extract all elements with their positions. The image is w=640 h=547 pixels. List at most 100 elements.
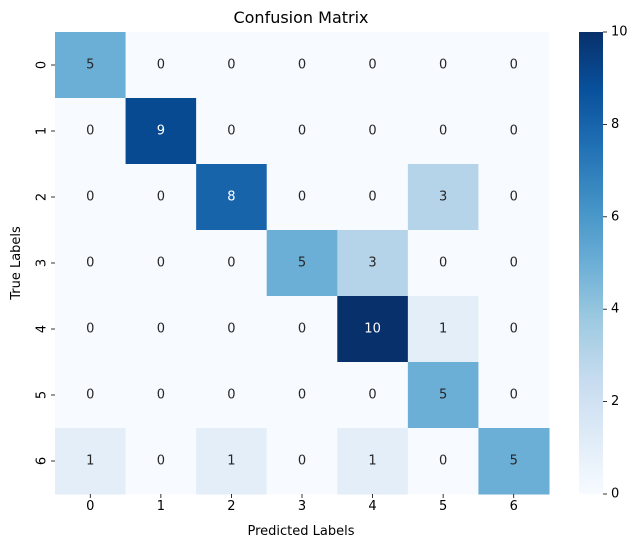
- cell-value-label: 0: [157, 190, 165, 205]
- cell-value-labels: 5 0 0 0 0 0 00 9 0 0 0 0 00 0 8 0 0 3 00 0 0 5 3 0 00 0 0 0 10 1 00 0 0 0…: [86, 58, 518, 469]
- y-tick-label: 2: [35, 193, 50, 201]
- x-tick-label: 2: [227, 499, 235, 514]
- cell-value-label: 0: [368, 124, 376, 139]
- heatmap-cell: [478, 32, 550, 99]
- x-tick-label: 5: [439, 499, 447, 514]
- x-tick-label: 4: [368, 499, 376, 514]
- cell-value-label: 9: [157, 124, 165, 139]
- colorbar: [579, 32, 603, 494]
- heatmap-cell: [337, 32, 409, 99]
- cell-value-label: 0: [86, 256, 94, 271]
- cell-value-label: 0: [86, 190, 94, 205]
- heatmap-cell: [266, 98, 338, 165]
- cell-value-label: 0: [227, 124, 235, 139]
- heatmap-cell: [337, 362, 409, 429]
- heatmap-cell: [407, 230, 479, 297]
- cell-value-label: 0: [86, 124, 94, 139]
- cell-value-label: 5: [86, 58, 94, 73]
- heatmap-cell: [266, 296, 338, 363]
- heatmap-cell: [196, 230, 268, 297]
- colorbar-tick-label: 8: [611, 117, 619, 132]
- cell-value-label: 1: [86, 454, 94, 469]
- cell-value-label: 0: [510, 388, 518, 403]
- heatmap-cell: [125, 296, 197, 363]
- heatmap-cell: [125, 98, 197, 165]
- heatmap-cell: [478, 98, 550, 165]
- heatmap-grid: [55, 32, 550, 495]
- cell-value-label: 0: [157, 388, 165, 403]
- heatmap-cell: [266, 230, 338, 297]
- heatmap-cell: [55, 362, 127, 429]
- heatmap-cell: [478, 164, 550, 231]
- heatmap-cell: [407, 164, 479, 231]
- y-tick-label: 4: [35, 325, 50, 333]
- cell-value-label: 0: [368, 388, 376, 403]
- cell-value-label: 0: [510, 124, 518, 139]
- cell-value-label: 0: [510, 256, 518, 271]
- cell-value-label: 0: [227, 256, 235, 271]
- heatmap-cell: [196, 296, 268, 363]
- cell-value-label: 0: [227, 322, 235, 337]
- heatmap-cell: [196, 164, 268, 231]
- heatmap-cell: [55, 32, 127, 99]
- cell-value-label: 0: [368, 190, 376, 205]
- y-tick-label: 3: [35, 259, 50, 267]
- cell-value-label: 0: [227, 388, 235, 403]
- cell-value-label: 0: [510, 58, 518, 73]
- heatmap-cell: [407, 296, 479, 363]
- cell-value-label: 0: [439, 256, 447, 271]
- y-tick-label: 5: [35, 391, 50, 399]
- y-axis-label: True Labels: [9, 226, 24, 301]
- colorbar-tick-label: 0: [611, 487, 619, 502]
- heatmap-cell: [55, 164, 127, 231]
- heatmap-cell: [55, 230, 127, 297]
- cell-value-label: 5: [439, 388, 447, 403]
- cell-value-label: 0: [86, 388, 94, 403]
- y-axis-ticks: 0 1 2 3 4 5 6: [35, 61, 55, 465]
- cell-value-label: 0: [157, 454, 165, 469]
- chart-title: Confusion Matrix: [233, 8, 368, 27]
- cell-value-label: 5: [298, 256, 306, 271]
- heatmap-cell: [478, 230, 550, 297]
- heatmap-cell: [337, 164, 409, 231]
- heatmap-cell: [125, 32, 197, 99]
- heatmap-cell: [55, 428, 127, 495]
- colorbar-tick-label: 4: [611, 302, 619, 317]
- heatmap-cell: [407, 428, 479, 495]
- cell-value-label: 8: [227, 190, 235, 205]
- heatmap-cell: [196, 32, 268, 99]
- cell-value-label: 0: [298, 190, 306, 205]
- y-tick-label: 1: [35, 127, 50, 135]
- heatmap-cell: [478, 296, 550, 363]
- cell-value-label: 0: [157, 256, 165, 271]
- heatmap-cell: [337, 98, 409, 165]
- heatmap-cell: [478, 428, 550, 495]
- cell-value-label: 0: [157, 58, 165, 73]
- x-tick-label: 0: [86, 499, 94, 514]
- heatmap-cell: [125, 164, 197, 231]
- cell-value-label: 3: [439, 190, 447, 205]
- cell-value-label: 1: [439, 322, 447, 337]
- heatmap-cell: [266, 32, 338, 99]
- heatmap-cell: [196, 362, 268, 429]
- cell-value-label: 5: [510, 454, 518, 469]
- cell-value-label: 0: [368, 58, 376, 73]
- heatmap-cell: [407, 32, 479, 99]
- cell-value-label: 0: [298, 454, 306, 469]
- cell-value-label: 0: [439, 58, 447, 73]
- colorbar-tick-label: 2: [611, 394, 619, 409]
- x-tick-label: 3: [298, 499, 306, 514]
- x-axis-ticks: 0 1 2 3 4 5 6: [86, 494, 518, 514]
- cell-value-label: 0: [439, 454, 447, 469]
- x-tick-label: 1: [157, 499, 165, 514]
- heatmap-cell: [196, 98, 268, 165]
- x-axis-label: Predicted Labels: [247, 524, 354, 539]
- heatmap-cell: [125, 230, 197, 297]
- cell-value-label: 0: [157, 322, 165, 337]
- heatmap-cell: [55, 296, 127, 363]
- y-tick-label: 6: [35, 457, 50, 465]
- cell-value-label: 0: [298, 322, 306, 337]
- heatmap-cell: [55, 98, 127, 165]
- cell-value-label: 3: [368, 256, 376, 271]
- cell-value-label: 0: [510, 322, 518, 337]
